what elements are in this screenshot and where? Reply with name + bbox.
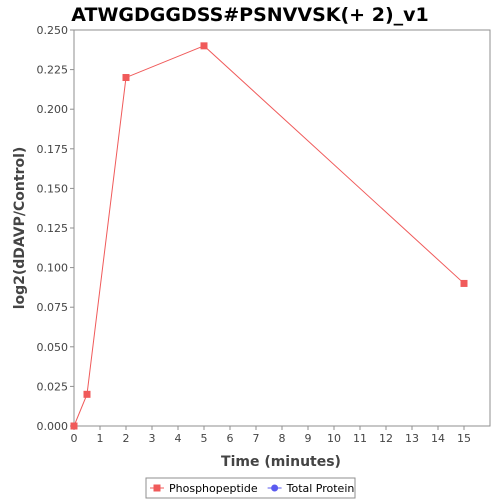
legend-item-total-protein: Total Protein (267, 482, 355, 495)
phosphopeptide-point (122, 74, 130, 82)
legend-items: Phosphopeptide Total Protein (150, 482, 354, 495)
phosphopeptide-point (460, 279, 468, 287)
y-tick-label: 0.150 (37, 182, 69, 195)
chart-title: ATWGDGGDSS#PSNVVSK(+ 2)_v1 (71, 4, 428, 26)
y-tick-label: 0.000 (37, 420, 69, 433)
x-axis-label: Time (minutes) (221, 454, 341, 470)
x-axis-ticks: 0 1 2 3 4 5 6 7 8 9 10 11 12 13 14 15 (71, 426, 471, 445)
x-tick-label: 0 (71, 432, 78, 445)
x-tick-label: 8 (279, 432, 286, 445)
y-tick-label: 0.125 (37, 222, 69, 235)
x-tick-label: 14 (431, 432, 445, 445)
x-tick-label: 10 (327, 432, 341, 445)
x-tick-label: 6 (227, 432, 234, 445)
y-tick-label: 0.250 (37, 24, 69, 37)
legend-square-marker (153, 484, 161, 492)
legend-label: Phosphopeptide (169, 482, 258, 495)
legend-circle-marker (271, 484, 279, 492)
y-tick-label: 0.225 (37, 64, 69, 77)
x-tick-label: 4 (175, 432, 182, 445)
y-tick-label: 0.175 (37, 143, 69, 156)
y-tick-label: 0.025 (37, 380, 69, 393)
series-markers (70, 42, 468, 430)
y-tick-label: 0.075 (37, 301, 69, 314)
x-tick-label: 12 (379, 432, 393, 445)
y-tick-label: 0.100 (37, 262, 69, 275)
x-tick-label: 13 (405, 432, 419, 445)
phosphopeptide-point (200, 42, 208, 50)
y-tick-label: 0.050 (37, 341, 69, 354)
x-tick-label: 11 (353, 432, 367, 445)
x-tick-label: 9 (305, 432, 312, 445)
legend: Phosphopeptide Total Protein (145, 477, 356, 499)
y-axis-ticks: 0.000 0.025 0.050 0.075 0.100 0.125 0.150 0.175… (37, 24, 74, 433)
plot-area (73, 29, 491, 427)
legend-item-phosphopeptide: Phosphopeptide (150, 482, 258, 495)
x-tick-label: 1 (97, 432, 104, 445)
x-tick-label: 7 (253, 432, 260, 445)
phosphopeptide-point (83, 390, 91, 398)
x-tick-label: 3 (149, 432, 156, 445)
legend-box (145, 477, 356, 499)
y-axis-label: log2(dDAVP/Control) (12, 147, 28, 310)
x-tick-label: 15 (457, 432, 471, 445)
x-tick-label: 5 (201, 432, 208, 445)
legend-label: Total Protein (286, 482, 355, 495)
phosphopeptide-point (70, 422, 78, 430)
y-tick-label: 0.200 (37, 103, 69, 116)
x-tick-label: 2 (123, 432, 130, 445)
